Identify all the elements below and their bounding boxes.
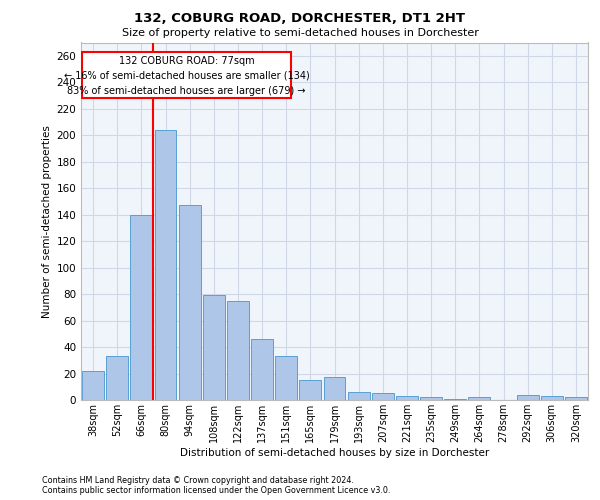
- Bar: [445, 398, 466, 400]
- Bar: [517, 394, 539, 400]
- Bar: [203, 296, 224, 400]
- Bar: [179, 206, 200, 400]
- Text: Contains HM Land Registry data © Crown copyright and database right 2024.: Contains HM Land Registry data © Crown c…: [42, 476, 354, 485]
- Bar: [82, 371, 104, 400]
- Text: 132, COBURG ROAD, DORCHESTER, DT1 2HT: 132, COBURG ROAD, DORCHESTER, DT1 2HT: [134, 12, 466, 26]
- Bar: [155, 130, 176, 400]
- Bar: [227, 300, 249, 400]
- Bar: [469, 398, 490, 400]
- FancyBboxPatch shape: [82, 52, 291, 98]
- X-axis label: Distribution of semi-detached houses by size in Dorchester: Distribution of semi-detached houses by …: [180, 448, 489, 458]
- Text: Size of property relative to semi-detached houses in Dorchester: Size of property relative to semi-detach…: [122, 28, 478, 38]
- Bar: [396, 396, 418, 400]
- Bar: [541, 396, 563, 400]
- Bar: [348, 392, 370, 400]
- Bar: [565, 398, 587, 400]
- Text: 132 COBURG ROAD: 77sqm: 132 COBURG ROAD: 77sqm: [119, 56, 254, 66]
- Bar: [275, 356, 297, 400]
- Bar: [420, 398, 442, 400]
- Y-axis label: Number of semi-detached properties: Number of semi-detached properties: [42, 125, 52, 318]
- Text: ← 16% of semi-detached houses are smaller (134): ← 16% of semi-detached houses are smalle…: [64, 70, 310, 81]
- Text: 83% of semi-detached houses are larger (679) →: 83% of semi-detached houses are larger (…: [67, 86, 306, 96]
- Bar: [372, 394, 394, 400]
- Text: Contains public sector information licensed under the Open Government Licence v3: Contains public sector information licen…: [42, 486, 391, 495]
- Bar: [299, 380, 321, 400]
- Bar: [106, 356, 128, 400]
- Bar: [251, 339, 273, 400]
- Bar: [323, 378, 346, 400]
- Bar: [130, 214, 152, 400]
